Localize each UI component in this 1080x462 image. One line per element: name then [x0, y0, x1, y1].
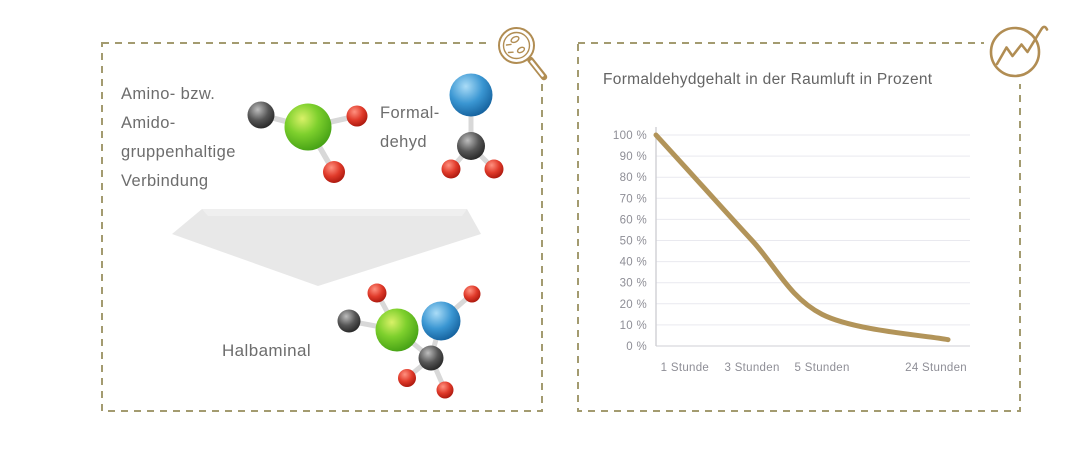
trend-chart-icon — [989, 25, 1049, 78]
svg-text:0 %: 0 % — [626, 341, 647, 353]
right-panel: Formaldehydgehalt in der Raumluft in Pro… — [578, 42, 1020, 411]
chart-gridlines — [656, 134, 970, 347]
svg-text:30 %: 30 % — [620, 278, 647, 290]
formaldehyde-molecule — [441, 73, 504, 179]
x-axis-labels: 1 Stunde 3 Stunden 5 Stunden 24 Stunden — [661, 362, 967, 374]
reaction-down-arrow — [172, 209, 481, 286]
magnifier-icon — [498, 27, 548, 81]
product-label: Halbaminal — [222, 341, 312, 360]
svg-text:10 %: 10 % — [620, 320, 647, 332]
formaldehyde-label: Formal- dehyd — [380, 104, 440, 151]
svg-text:1 Stunde: 1 Stunde — [661, 362, 709, 374]
svg-text:100 %: 100 % — [613, 130, 647, 142]
svg-text:80 %: 80 % — [620, 172, 647, 184]
svg-text:3 Stunden: 3 Stunden — [725, 362, 780, 374]
svg-text:50 %: 50 % — [620, 236, 647, 248]
svg-text:70 %: 70 % — [620, 193, 647, 205]
y-axis-labels: 100 % 90 % 80 % 70 % 60 % 50 % 40 % 30 % 20 % 10 … — [613, 130, 647, 353]
svg-text:40 %: 40 % — [620, 257, 647, 269]
right-panel-border — [577, 42, 1021, 412]
left-panel-border — [101, 42, 543, 412]
svg-text:90 %: 90 % — [620, 151, 647, 163]
formaldehyde-chart: 100 % 90 % 80 % 70 % 60 % 50 % 40 % 30 % 20 % 10 … — [613, 127, 970, 374]
chart-title: Formaldehydgehalt in der Raumluft in Pro… — [603, 71, 933, 88]
svg-text:20 %: 20 % — [620, 299, 647, 311]
reactant-label: Amino- bzw. Amido- gruppenhaltige Verbin… — [121, 85, 236, 190]
left-panel: Amino- bzw. Amido- gruppenhaltige Verbin… — [102, 42, 542, 412]
svg-text:24 Stunden: 24 Stunden — [905, 362, 967, 374]
halbaminal-molecule — [337, 283, 481, 399]
chart-line — [653, 132, 951, 343]
svg-text:60 %: 60 % — [620, 214, 647, 226]
svg-text:5 Stunden: 5 Stunden — [795, 362, 850, 374]
amino-molecule — [247, 101, 368, 183]
